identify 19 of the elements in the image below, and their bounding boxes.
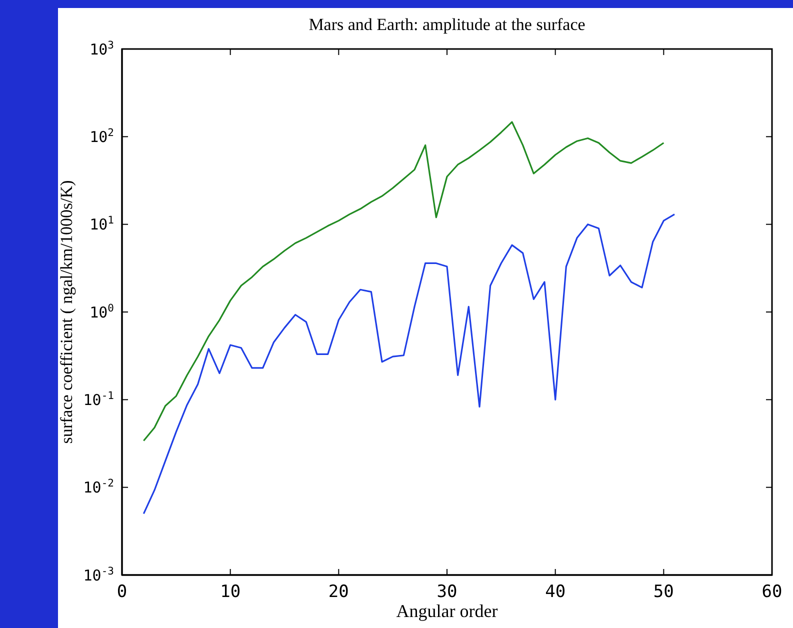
x-axis-title: Angular order (396, 601, 498, 621)
chart-title: Mars and Earth: amplitude at the surface (308, 15, 586, 34)
y-tick-label: 10$^{-1}$ (83, 390, 114, 409)
line-series (142, 214, 676, 515)
y-tick-label: 10$^{0}$ (90, 302, 114, 322)
x-tick-label: 10 (220, 582, 241, 602)
y-axis-title: surface coefficient ( ngal/km/1000s/K) (57, 180, 76, 444)
x-tick-label: 50 (653, 582, 674, 602)
y-tick-label: 10$^{-3}$ (83, 565, 114, 584)
y-tick-label: 10$^{-2}$ (83, 478, 114, 497)
y-tick-label: 10$^{3}$ (90, 39, 114, 58)
x-tick-label: 30 (436, 582, 458, 602)
x-tick-label: 0 (116, 582, 128, 602)
x-tick-label: 60 (762, 582, 782, 602)
x-tick-label: 40 (545, 582, 566, 602)
line-series (142, 121, 664, 442)
x-tick-label: 20 (328, 582, 349, 602)
y-tick-label: 10$^{1}$ (90, 214, 114, 234)
y-tick-label: 10$^{2}$ (90, 126, 114, 146)
